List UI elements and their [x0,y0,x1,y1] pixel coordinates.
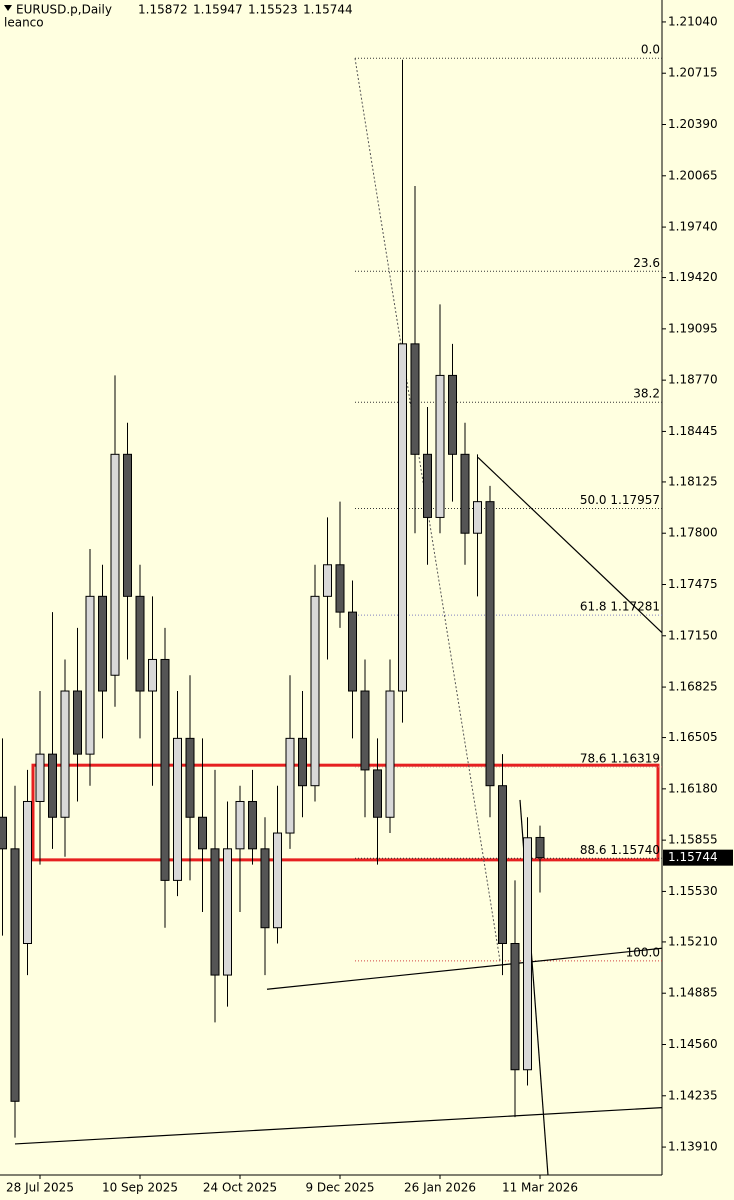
y-tick-label: 1.14235 [668,1088,718,1102]
candle-body [235,800,245,850]
candle-body [448,374,457,455]
candle-body [73,690,82,755]
y-tick-label: 1.14885 [668,986,718,1000]
x-tick-label: 11 Mar 2026 [502,1181,578,1195]
price-tag: 1.15744 [668,850,718,864]
candle-body [23,800,32,945]
y-tick-label: 1.18445 [668,424,718,438]
y-tick-label: 1.15210 [668,934,718,948]
y-tick-label: 1.16825 [668,680,718,694]
header-close: 1.15744 [303,3,353,17]
candle-body [435,374,445,518]
candle-body [173,737,182,881]
fib-label: 38.2 [633,387,660,401]
fib-label: 23.6 [633,256,660,270]
x-tick-label: 10 Sep 2025 [102,1181,178,1195]
candle-body [323,564,332,597]
candle-body [335,564,345,613]
candle-body [373,769,382,818]
x-tick-label: 9 Dec 2025 [305,1181,374,1195]
fib-label: 0.0 [641,43,660,57]
trendline [266,947,663,990]
x-tick-label: 28 Jul 2025 [6,1181,74,1195]
candle-body [48,753,57,818]
candle-body [135,595,145,692]
candle-body [85,595,95,755]
fib-label: 78.6 1.16319 [580,751,660,765]
candle-body [0,816,7,850]
y-tick-label: 1.14560 [668,1037,718,1051]
candle-body [123,453,132,597]
candle-body [273,832,282,929]
symbol-label: EURUSD.p,Daily [16,3,112,17]
candle-body [185,737,195,818]
y-tick-label: 1.20390 [668,117,718,131]
candle-body [210,848,220,976]
y-tick-label: 1.18770 [668,373,718,387]
candle-body [310,595,320,787]
candle-body [110,453,120,676]
candle-body [60,690,70,818]
candle-body [523,837,532,1071]
candle-body [498,785,507,945]
y-tick-label: 1.19095 [668,321,718,335]
candle-body [285,737,295,834]
candle-body [160,658,170,881]
candle-body [260,848,270,929]
y-tick-label: 1.20065 [668,168,718,182]
candle-body [460,453,470,534]
candle-body [98,595,107,692]
y-tick-label: 1.13910 [668,1140,718,1154]
candle-body [248,800,257,850]
y-tick-label: 1.20715 [668,66,718,80]
y-tick-label: 1.17475 [668,577,718,591]
candle-body [35,753,45,802]
broker-label: leanco [4,16,44,30]
price-tag-bg [663,849,733,866]
y-tick-label: 1.21040 [668,14,718,28]
candle-body [10,848,20,1102]
candle-body [148,658,157,692]
candle-body [423,453,432,518]
y-tick-label: 1.19740 [668,220,718,234]
candle-body [298,737,307,787]
y-tick-label: 1.15855 [668,833,718,847]
x-tick-label: 24 Oct 2025 [203,1181,277,1195]
candle-body [510,943,520,1071]
candle-body [198,816,207,850]
candle-body [398,343,407,692]
zone-rect [31,763,660,862]
candle-body [473,501,482,534]
trendline [14,1107,663,1145]
fib-label: 88.6 1.15740 [580,843,660,857]
x-tick-label: 26 Jan 2026 [404,1181,476,1195]
fib-label: 50.0 1.17957 [580,493,660,507]
y-tick-label: 1.17800 [668,526,718,540]
header-open: 1.15872 [138,3,188,17]
y-tick-label: 1.19420 [668,270,718,284]
y-tick-label: 1.18125 [668,474,718,488]
header-low: 1.15523 [248,3,298,17]
trendline [477,457,663,634]
y-tick-label: 1.17150 [668,628,718,642]
candle-body [360,690,370,771]
candle-body [348,611,357,692]
candle-body [385,690,395,818]
header-high: 1.15947 [193,3,243,17]
y-tick-label: 1.16505 [668,730,718,744]
fib-label: 100.0 [626,945,660,959]
candle-body [410,343,420,455]
candle-body [535,836,545,859]
candle-body [223,848,232,976]
candle-body [485,501,495,787]
y-tick-label: 1.16180 [668,781,718,795]
fib-label: 61.8 1.17281 [580,600,660,614]
y-tick-label: 1.15530 [668,884,718,898]
collapse-arrow[interactable] [4,5,12,11]
